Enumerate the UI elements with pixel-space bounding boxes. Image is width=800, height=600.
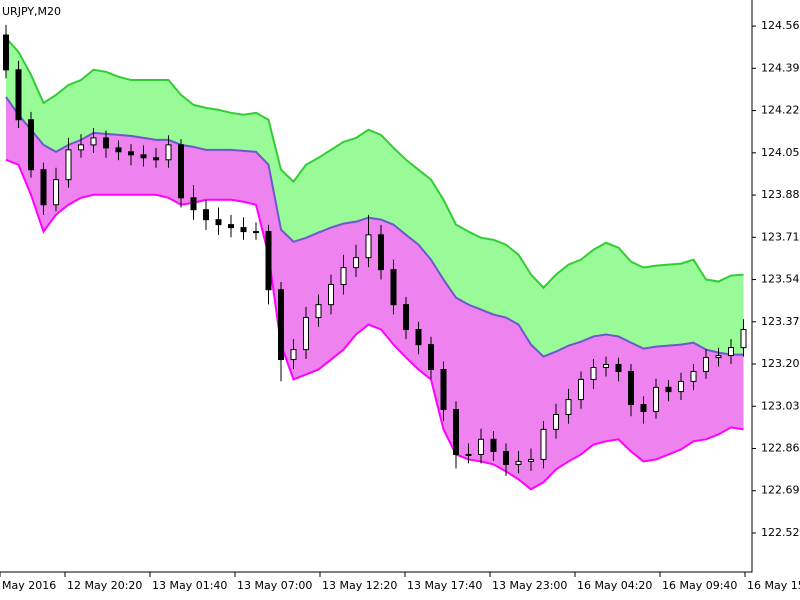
x-tick-label: 13 May 07:00 bbox=[237, 579, 312, 592]
candle-body bbox=[528, 458, 534, 462]
candle-body bbox=[390, 269, 397, 306]
candle-body bbox=[553, 413, 559, 430]
plot-area bbox=[3, 24, 747, 491]
candle-body bbox=[728, 347, 734, 357]
candle-body bbox=[153, 157, 159, 161]
y-tick-label: 124.390 bbox=[761, 61, 800, 74]
candle-body bbox=[428, 344, 434, 370]
candle-body bbox=[615, 364, 622, 372]
x-tick-label: 13 May 12:20 bbox=[322, 579, 397, 592]
candle-body bbox=[290, 349, 297, 361]
candle-body bbox=[103, 137, 109, 149]
candle-body bbox=[665, 386, 672, 393]
y-tick-label: 123.370 bbox=[761, 315, 800, 328]
candle-body bbox=[128, 151, 134, 156]
candle-body bbox=[603, 364, 609, 369]
band-fill bbox=[6, 38, 744, 357]
y-tick-label: 124.560 bbox=[761, 19, 800, 32]
candle-body bbox=[90, 137, 97, 146]
x-tick-label: 16 May 15 bbox=[747, 579, 800, 592]
candle-body bbox=[165, 144, 172, 161]
y-tick-label: 123.200 bbox=[761, 357, 800, 370]
candle-body bbox=[628, 370, 634, 406]
candle-body bbox=[190, 197, 197, 211]
candle-body bbox=[228, 224, 234, 229]
candle-body bbox=[303, 317, 309, 351]
plot-border bbox=[0, 0, 753, 573]
candle-body bbox=[265, 231, 272, 291]
candle-body bbox=[365, 234, 372, 259]
x-tick-label: 13 May 23:00 bbox=[492, 579, 567, 592]
candle-body bbox=[140, 154, 147, 159]
y-tick-label: 122.860 bbox=[761, 442, 800, 455]
y-tick-label: 124.050 bbox=[761, 146, 800, 159]
candle-body bbox=[65, 149, 72, 181]
chart-title: URJPY,M20 bbox=[2, 5, 61, 18]
candle-body bbox=[653, 386, 659, 412]
candle-body bbox=[565, 399, 572, 415]
candle-body bbox=[678, 380, 684, 393]
candle-body bbox=[640, 404, 647, 412]
candle-body bbox=[40, 169, 47, 206]
x-tick-label: 12 May 20:20 bbox=[67, 579, 142, 592]
x-tick-label: May 2016 bbox=[2, 579, 56, 592]
axes: 124.560 124.390 124.220 124.050 123.880 123.7… bbox=[0, 19, 800, 592]
candle-body bbox=[540, 428, 547, 460]
candle-body bbox=[715, 355, 722, 359]
candle-body bbox=[340, 267, 347, 286]
candle-body bbox=[178, 144, 184, 199]
candle-body bbox=[115, 147, 122, 153]
candle-body bbox=[353, 257, 359, 269]
candle-body bbox=[453, 408, 459, 455]
x-tick-label: 16 May 04:20 bbox=[577, 579, 652, 592]
band-line bbox=[5, 96, 744, 358]
candle-body bbox=[578, 378, 584, 401]
band-line bbox=[5, 37, 744, 290]
candle-body bbox=[253, 231, 259, 234]
candle-body bbox=[690, 370, 697, 382]
y-tick-label: 123.540 bbox=[761, 273, 800, 286]
y-tick-label: 124.220 bbox=[761, 104, 800, 117]
x-tick-label: 13 May 17:40 bbox=[407, 579, 482, 592]
band-fill bbox=[6, 96, 744, 490]
candle-body bbox=[278, 289, 284, 361]
x-tick-label: 13 May 01:40 bbox=[152, 579, 227, 592]
candle-body bbox=[3, 34, 9, 71]
y-tick-label: 123.710 bbox=[761, 230, 800, 243]
candle-body bbox=[15, 69, 22, 121]
candle-body bbox=[515, 460, 522, 465]
y-tick-label: 123.880 bbox=[761, 188, 800, 201]
candle-body bbox=[465, 453, 472, 456]
candle-body bbox=[590, 367, 597, 380]
candle-body bbox=[378, 234, 384, 271]
candle-body bbox=[415, 328, 422, 346]
x-tick-label: 16 May 09:40 bbox=[662, 579, 737, 592]
candle-body bbox=[203, 209, 209, 221]
candle-body bbox=[53, 179, 59, 206]
candle-body bbox=[740, 328, 747, 349]
candle-body bbox=[703, 357, 709, 372]
candle-body bbox=[328, 284, 334, 306]
candle-body bbox=[78, 144, 84, 151]
candle-body bbox=[440, 368, 447, 410]
y-tick-label: 122.520 bbox=[761, 526, 800, 539]
candle-body bbox=[490, 438, 497, 452]
candle-body bbox=[240, 227, 247, 233]
candle-body bbox=[403, 304, 409, 330]
candle-body bbox=[28, 119, 34, 171]
y-tick-label: 122.690 bbox=[761, 484, 800, 497]
candle-body bbox=[215, 219, 222, 226]
candle-body bbox=[503, 450, 509, 465]
candle-body bbox=[315, 304, 322, 319]
y-tick-label: 123.030 bbox=[761, 399, 800, 412]
band-line bbox=[5, 158, 744, 491]
candle-body bbox=[478, 438, 484, 455]
